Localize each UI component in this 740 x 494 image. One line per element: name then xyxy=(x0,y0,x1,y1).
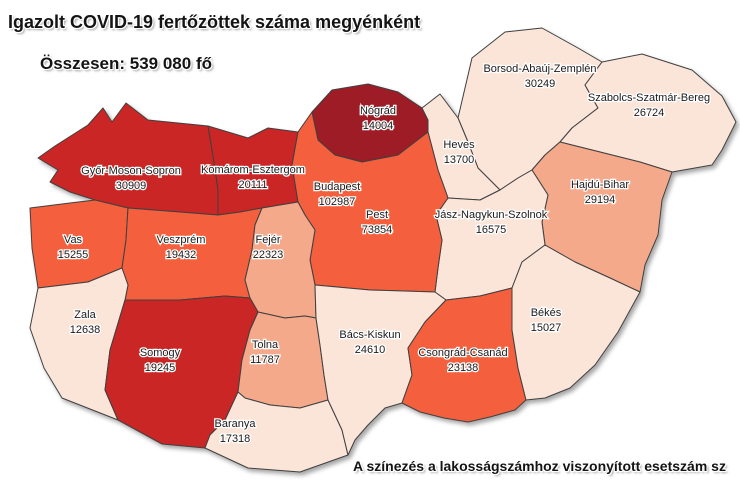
total-count: Összesen: 539 080 fő xyxy=(40,54,212,73)
county-value-hajdu-bihar: 29194 xyxy=(585,194,616,206)
county-value-gyor-moson-sopron: 30909 xyxy=(116,180,147,192)
county-name-csongrad-csanad: Csongrád-Csanád xyxy=(418,347,507,359)
county-value-szabolcs-szatmar-bereg: 26724 xyxy=(634,107,665,119)
page-title: Igazolt COVID-19 fertőzöttek száma megyé… xyxy=(8,12,421,32)
county-name-zala: Zala xyxy=(74,309,96,321)
county-name-somogy: Somogy xyxy=(140,347,181,359)
county-value-bacs-kiskun: 24610 xyxy=(355,344,386,356)
county-shapes-layer xyxy=(29,27,737,473)
county-name-gyor-moson-sopron: Győr-Moson-Sopron xyxy=(81,165,181,177)
county-value-veszprem: 19432 xyxy=(166,249,197,261)
county-name-heves: Heves xyxy=(443,139,475,151)
county-name-vas: Vas xyxy=(64,234,83,246)
county-labels-layer: Győr-Moson-Sopron 30909 Komárom-Esztergom 2… xyxy=(56,62,711,447)
county-value-zala: 12638 xyxy=(70,324,101,336)
county-name-komarom-esztergom: Komárom-Esztergom xyxy=(201,164,305,176)
county-value-jasz-nagykun-szolnok: 16575 xyxy=(476,224,507,236)
county-name-hajdu-bihar: Hajdú-Bihar xyxy=(571,179,629,191)
county-value-borsod-abauj-zemplen: 30249 xyxy=(525,78,556,90)
county-value-bekes: 15027 xyxy=(531,322,562,334)
county-name-borsod-abauj-zemplen: Borsod-Abaúj-Zemplén xyxy=(483,63,596,75)
county-name-jasz-nagykun-szolnok: Jász-Nagykun-Szolnok xyxy=(435,209,548,221)
county-value-tolna: 11787 xyxy=(250,354,280,366)
county-shape-bacs-kiskun xyxy=(314,284,447,456)
county-value-baranya: 17318 xyxy=(220,433,251,445)
county-value-heves: 13700 xyxy=(444,154,475,166)
county-shape-bekes xyxy=(511,244,641,401)
color-scale-note: A színezés a lakosságszámhoz viszonyítot… xyxy=(353,458,726,474)
county-name-veszprem: Veszprém xyxy=(157,234,206,246)
county-value-pest: 73854 xyxy=(362,224,393,236)
county-name-baranya: Baranya xyxy=(215,418,257,430)
county-value-vas: 15255 xyxy=(58,249,89,261)
county-name-szabolcs-szatmar-bereg: Szabolcs-Szatmár-Bereg xyxy=(588,92,710,104)
county-name-pest: Pest xyxy=(366,209,388,221)
county-shape-gyor-moson-sopron xyxy=(37,102,219,216)
county-name-bacs-kiskun: Bács-Kiskun xyxy=(339,329,400,341)
county-name-budapest: Budapest xyxy=(314,181,360,193)
county-name-fejer: Fejér xyxy=(255,234,280,246)
county-name-bekes: Békés xyxy=(531,307,562,319)
county-value-komarom-esztergom: 20111 xyxy=(239,179,268,191)
county-value-nograd: 14004 xyxy=(363,120,394,132)
county-value-somogy: 19245 xyxy=(145,362,176,374)
county-value-budapest: 102987 xyxy=(319,196,356,208)
county-name-nograd: Nógrád xyxy=(360,105,396,117)
county-value-fejer: 22323 xyxy=(253,249,284,261)
county-value-csongrad-csanad: 23138 xyxy=(448,362,479,374)
county-name-tolna: Tolna xyxy=(252,339,279,351)
